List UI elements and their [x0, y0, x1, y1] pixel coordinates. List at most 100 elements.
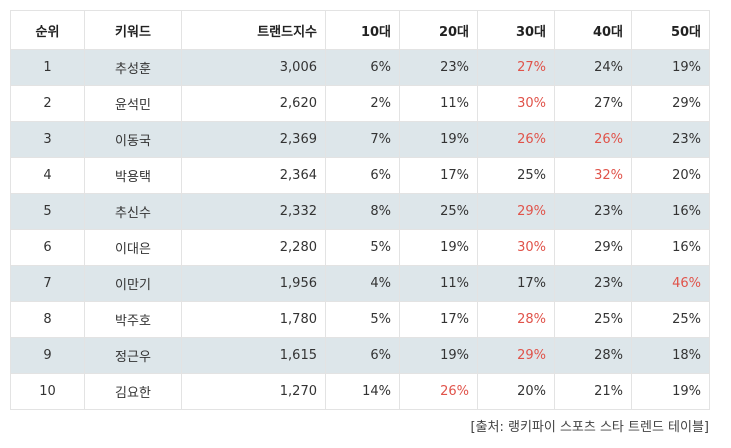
- age-30s-cell: 29%: [477, 337, 555, 374]
- header-age-50s: 50대: [631, 10, 710, 50]
- rank-cell: 10: [10, 373, 85, 410]
- header-trend-index: 트랜드지수: [181, 10, 326, 50]
- age-40s-cell: 23%: [554, 265, 632, 302]
- age-20s-cell: 17%: [399, 157, 478, 194]
- table-row: 5 추신수 2,332 8% 25% 29% 23% 16%: [10, 193, 710, 230]
- age-10s-cell: 8%: [325, 193, 400, 230]
- age-40s-cell: 32%: [554, 157, 632, 194]
- header-keyword: 키워드: [84, 10, 182, 50]
- age-30s-cell: 28%: [477, 301, 555, 338]
- header-age-10s: 10대: [325, 10, 400, 50]
- age-50s-cell: 29%: [631, 85, 710, 122]
- keyword-cell: 김요한: [84, 373, 182, 410]
- keyword-cell: 박용택: [84, 157, 182, 194]
- age-50s-cell: 19%: [631, 49, 710, 86]
- age-50s-cell: 16%: [631, 229, 710, 266]
- age-20s-cell: 26%: [399, 373, 478, 410]
- header-age-40s: 40대: [554, 10, 632, 50]
- keyword-cell: 이만기: [84, 265, 182, 302]
- age-10s-cell: 7%: [325, 121, 400, 158]
- age-30s-cell: 30%: [477, 229, 555, 266]
- rank-cell: 7: [10, 265, 85, 302]
- age-50s-cell: 25%: [631, 301, 710, 338]
- age-10s-cell: 14%: [325, 373, 400, 410]
- keyword-cell: 정근우: [84, 337, 182, 374]
- keyword-cell: 추성훈: [84, 49, 182, 86]
- source-caption: [출처: 랭키파이 스포츠 스타 트렌드 테이블]: [470, 420, 709, 435]
- age-40s-cell: 21%: [554, 373, 632, 410]
- age-50s-cell: 20%: [631, 157, 710, 194]
- trend-table-container: 순위 키워드 트랜드지수 10대 20대 30대 40대 50대 1 추성훈 3,0…: [10, 10, 710, 435]
- age-10s-cell: 4%: [325, 265, 400, 302]
- rank-cell: 9: [10, 337, 85, 374]
- age-40s-cell: 28%: [554, 337, 632, 374]
- table-row: 1 추성훈 3,006 6% 23% 27% 24% 19%: [10, 49, 710, 86]
- age-10s-cell: 6%: [325, 337, 400, 374]
- keyword-cell: 박주호: [84, 301, 182, 338]
- age-50s-cell: 18%: [631, 337, 710, 374]
- header-rank: 순위: [10, 10, 85, 50]
- age-20s-cell: 11%: [399, 85, 478, 122]
- header-age-20s: 20대: [399, 10, 478, 50]
- table-row: 10 김요한 1,270 14% 26% 20% 21% 19%: [10, 373, 710, 410]
- age-20s-cell: 23%: [399, 49, 478, 86]
- age-10s-cell: 5%: [325, 301, 400, 338]
- keyword-cell: 윤석민: [84, 85, 182, 122]
- age-40s-cell: 29%: [554, 229, 632, 266]
- trend-index-cell: 2,280: [181, 229, 326, 266]
- rank-cell: 8: [10, 301, 85, 338]
- trend-index-cell: 2,369: [181, 121, 326, 158]
- age-40s-cell: 26%: [554, 121, 632, 158]
- table-row: 4 박용택 2,364 6% 17% 25% 32% 20%: [10, 157, 710, 194]
- age-20s-cell: 17%: [399, 301, 478, 338]
- age-30s-cell: 25%: [477, 157, 555, 194]
- age-50s-cell: 23%: [631, 121, 710, 158]
- trend-index-cell: 1,780: [181, 301, 326, 338]
- keyword-cell: 이대은: [84, 229, 182, 266]
- trend-index-cell: 1,270: [181, 373, 326, 410]
- rank-cell: 5: [10, 193, 85, 230]
- rank-cell: 6: [10, 229, 85, 266]
- age-20s-cell: 11%: [399, 265, 478, 302]
- age-10s-cell: 2%: [325, 85, 400, 122]
- trend-index-cell: 1,615: [181, 337, 326, 374]
- age-20s-cell: 19%: [399, 121, 478, 158]
- keyword-cell: 이동국: [84, 121, 182, 158]
- rank-cell: 1: [10, 49, 85, 86]
- age-50s-cell: 16%: [631, 193, 710, 230]
- table-row: 3 이동국 2,369 7% 19% 26% 26% 23%: [10, 121, 710, 158]
- age-20s-cell: 19%: [399, 337, 478, 374]
- rank-cell: 2: [10, 85, 85, 122]
- table-row: 2 윤석민 2,620 2% 11% 30% 27% 29%: [10, 85, 710, 122]
- table-row: 6 이대은 2,280 5% 19% 30% 29% 16%: [10, 229, 710, 266]
- age-20s-cell: 19%: [399, 229, 478, 266]
- age-10s-cell: 6%: [325, 157, 400, 194]
- age-10s-cell: 6%: [325, 49, 400, 86]
- age-40s-cell: 27%: [554, 85, 632, 122]
- table-row: 8 박주호 1,780 5% 17% 28% 25% 25%: [10, 301, 710, 338]
- age-30s-cell: 17%: [477, 265, 555, 302]
- age-40s-cell: 25%: [554, 301, 632, 338]
- age-50s-cell: 46%: [631, 265, 710, 302]
- keyword-cell: 추신수: [84, 193, 182, 230]
- rank-cell: 3: [10, 121, 85, 158]
- age-30s-cell: 30%: [477, 85, 555, 122]
- age-20s-cell: 25%: [399, 193, 478, 230]
- rank-cell: 4: [10, 157, 85, 194]
- age-50s-cell: 19%: [631, 373, 710, 410]
- age-30s-cell: 29%: [477, 193, 555, 230]
- table-row: 7 이만기 1,956 4% 11% 17% 23% 46%: [10, 265, 710, 302]
- age-30s-cell: 27%: [477, 49, 555, 86]
- trend-index-cell: 1,956: [181, 265, 326, 302]
- age-30s-cell: 20%: [477, 373, 555, 410]
- age-10s-cell: 5%: [325, 229, 400, 266]
- age-40s-cell: 23%: [554, 193, 632, 230]
- trend-table: 순위 키워드 트랜드지수 10대 20대 30대 40대 50대 1 추성훈 3,0…: [10, 10, 710, 410]
- header-row: 순위 키워드 트랜드지수 10대 20대 30대 40대 50대: [10, 10, 710, 50]
- age-30s-cell: 26%: [477, 121, 555, 158]
- trend-index-cell: 2,620: [181, 85, 326, 122]
- table-row: 9 정근우 1,615 6% 19% 29% 28% 18%: [10, 337, 710, 374]
- trend-index-cell: 2,332: [181, 193, 326, 230]
- age-40s-cell: 24%: [554, 49, 632, 86]
- trend-index-cell: 3,006: [181, 49, 326, 86]
